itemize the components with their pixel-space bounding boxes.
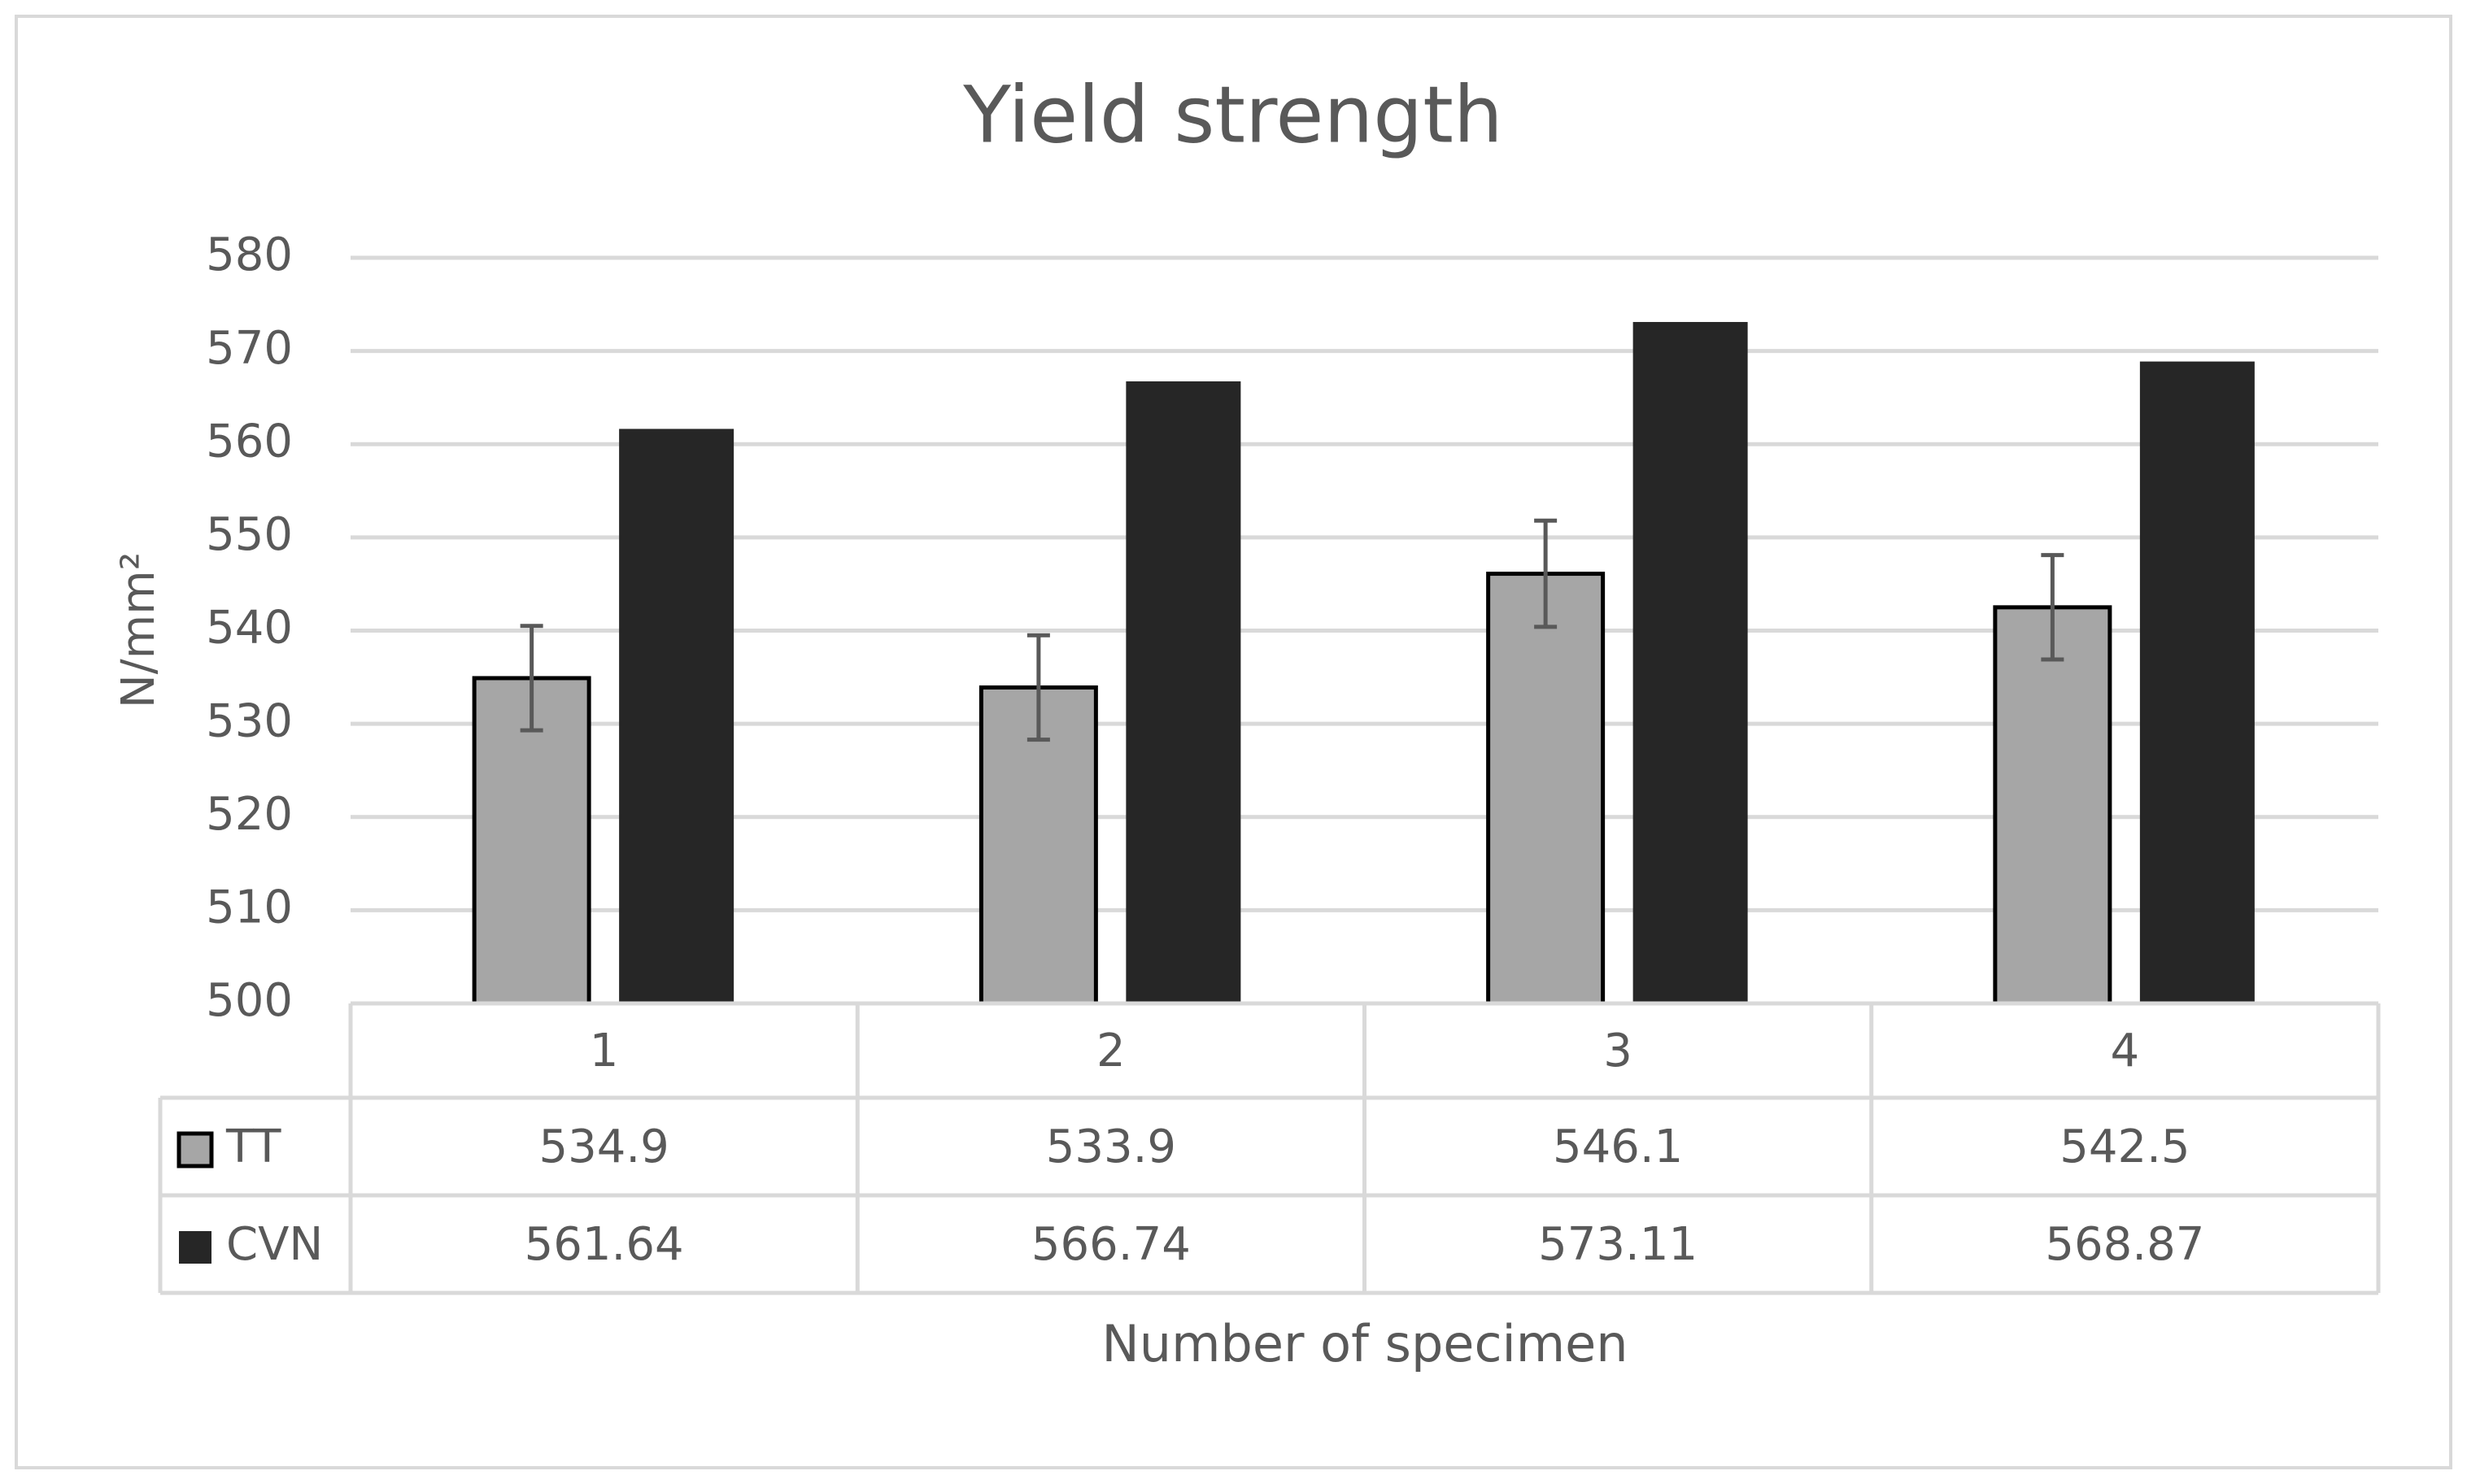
bar — [1486, 572, 1606, 1006]
legend-label: TT — [225, 1121, 281, 1173]
table-value: 534.9 — [538, 1121, 669, 1173]
y-tick-label: 500 — [206, 974, 293, 1027]
bar — [1126, 381, 1241, 1003]
table-value: 568.87 — [2045, 1218, 2204, 1271]
error-bar — [2041, 553, 2064, 662]
x-tick-label: 2 — [1096, 1025, 1126, 1077]
table-value: 566.74 — [1031, 1218, 1191, 1271]
legend-key — [177, 1131, 214, 1168]
error-bar — [520, 624, 543, 733]
table-value: 573.11 — [1538, 1218, 1698, 1271]
y-tick-label: 550 — [206, 508, 293, 561]
bar — [1993, 605, 2112, 1006]
legend-key — [179, 1231, 211, 1264]
y-tick-label: 560 — [206, 415, 293, 468]
y-tick-label: 520 — [206, 788, 293, 841]
bar — [2139, 361, 2255, 1003]
legend-label: CVN — [226, 1218, 323, 1271]
x-tick-label: 3 — [1603, 1025, 1632, 1077]
y-tick-label: 540 — [206, 602, 293, 655]
table-value: 546.1 — [1553, 1121, 1683, 1173]
error-bar — [1534, 518, 1558, 629]
x-tick-label: 4 — [2111, 1025, 2140, 1077]
y-tick-label: 570 — [206, 322, 293, 375]
table-value: 561.64 — [525, 1218, 684, 1271]
bar — [619, 429, 734, 1003]
y-tick-label: 530 — [206, 694, 293, 747]
y-axis-label: N/mm² — [112, 552, 165, 708]
bar — [1632, 321, 1748, 1003]
y-tick-label: 510 — [206, 881, 293, 934]
table-value: 533.9 — [1046, 1121, 1176, 1173]
chart-title: Yield strength — [962, 69, 1502, 160]
table-value: 542.5 — [2059, 1121, 2190, 1173]
y-tick-label: 580 — [206, 228, 293, 281]
error-bar — [1026, 633, 1050, 742]
x-axis-label: Number of specimen — [1101, 1314, 1628, 1373]
x-tick-label: 1 — [590, 1025, 619, 1077]
